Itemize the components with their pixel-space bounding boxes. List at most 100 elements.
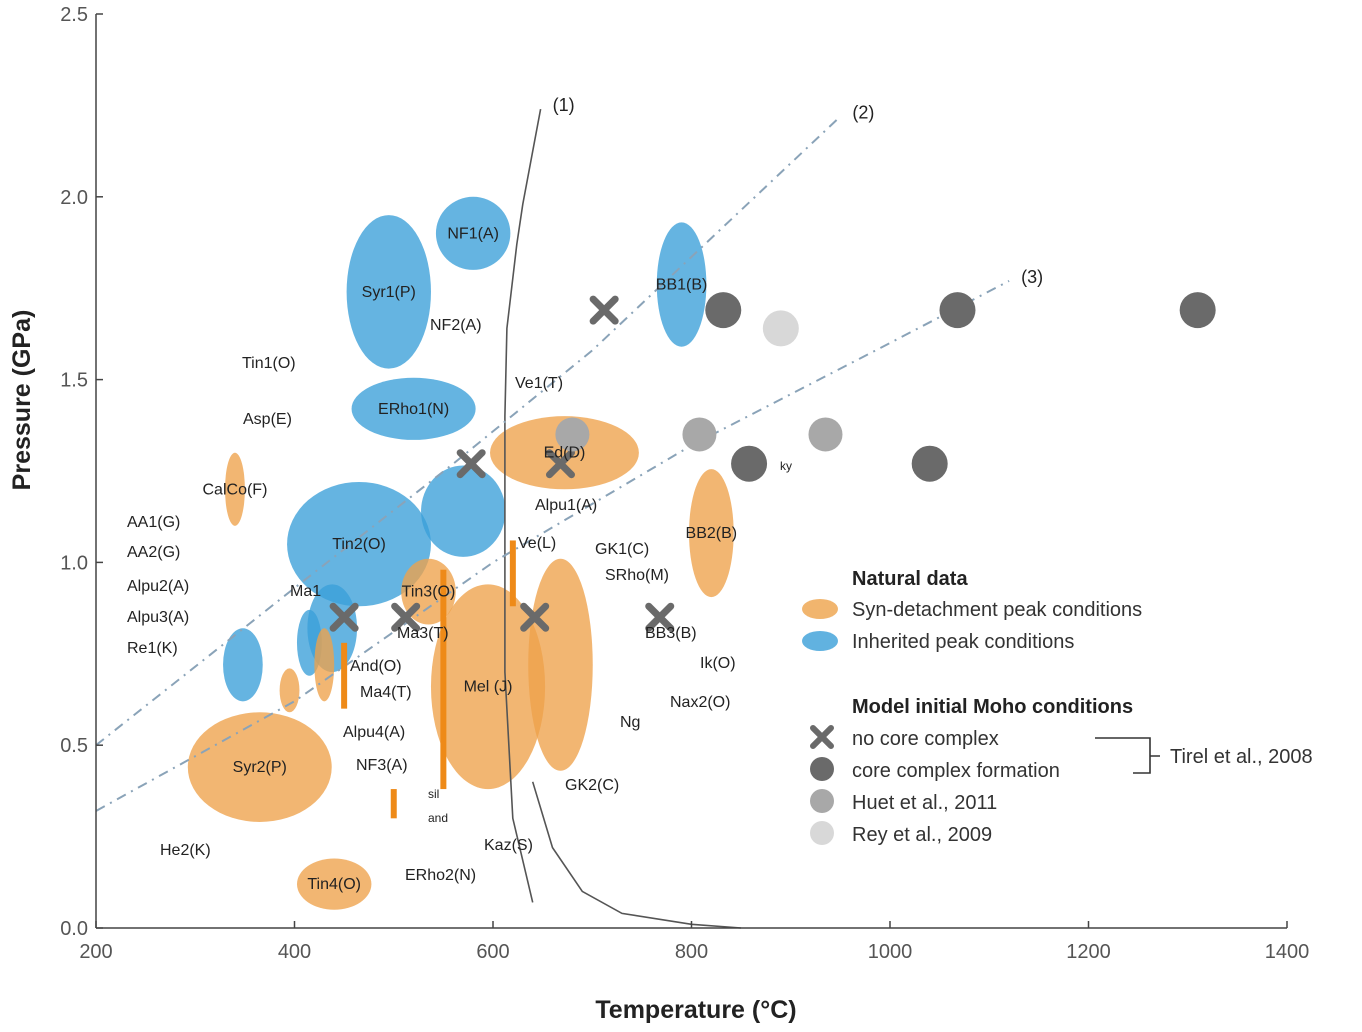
curve-2 [95, 280, 1010, 812]
locality-label-11: Alpu3(A) [127, 609, 189, 626]
region-label-layer: Syr1(P) NF1(A) BB1(B) ERho1(N) Tin2(O) Ed(D) B… [127, 225, 792, 893]
inherited-region-label-4: Tin2(O) [332, 536, 386, 553]
syn-region-4 [430, 584, 546, 790]
model-point-13 [808, 417, 843, 452]
range-bar-1 [440, 569, 447, 790]
model-point-9 [1179, 292, 1216, 329]
inherited-region-3 [351, 377, 476, 440]
syn-region-5 [528, 558, 593, 771]
legend-rey-label: Rey et al., 2009 [852, 824, 992, 846]
syn-region-0 [490, 416, 639, 490]
legend-core-label: core complex formation [852, 760, 1060, 782]
locality-label-29: and [428, 811, 448, 825]
locality-label-24: Ma3(T) [397, 625, 449, 642]
locality-label-28: sil [428, 787, 439, 801]
x-tick-label-0: 200 [79, 941, 112, 963]
y-axis-title: Pressure (GPa) [8, 310, 36, 491]
curve-0 [504, 108, 542, 903]
syn-region-1 [689, 469, 734, 598]
cross-stroke-b [391, 602, 421, 632]
locality-label-26: BB3(B) [645, 625, 697, 642]
legend-tirel-bracket [1095, 737, 1160, 774]
curve-1 [95, 115, 842, 746]
cross-stroke-b [329, 602, 359, 632]
model-point-11 [911, 445, 948, 482]
locality-label-23: Ng [620, 714, 640, 731]
inherited-region-7 [223, 628, 263, 702]
y-tick-label-4: 2.0 [60, 187, 88, 209]
x-tick-label-3: 800 [675, 941, 708, 963]
syn-region-label-3: Tin3(O) [402, 584, 456, 601]
legend-model-heading: Model initial Moho conditions [852, 696, 1133, 718]
y-tick-label-0: 0.0 [60, 918, 88, 940]
locality-label-21: Ik(O) [700, 655, 736, 672]
model-point-12 [682, 417, 717, 452]
locality-label-19: Kaz(S) [484, 837, 533, 854]
x-axis-title: Temperature (°C) [595, 996, 796, 1024]
locality-label-25: Ma1 [290, 583, 321, 600]
y-tick-label-5: 2.5 [60, 4, 88, 26]
legend-tirel-label: Tirel et al., 2008 [1170, 746, 1313, 768]
syn-region-7 [279, 668, 300, 713]
model-point-cross-4 [545, 449, 575, 479]
legend-natural-heading: Natural data [852, 568, 968, 590]
inherited-region-label-3: ERho1(N) [378, 401, 449, 418]
model-point-layer [329, 292, 1216, 632]
syn-region-label-8: Syr2(P) [233, 759, 287, 776]
range-bar-2 [509, 540, 516, 607]
y-tick-label-1: 0.5 [60, 735, 88, 757]
legend-inherited-swatch [802, 631, 838, 651]
syn-region-label-9: Tin4(O) [307, 876, 361, 893]
range-bar-3 [390, 789, 397, 819]
model-point-cross-2 [520, 602, 550, 632]
locality-label-7: SRho(M) [605, 567, 669, 584]
inherited-region-1 [435, 196, 511, 270]
model-point-cross-3 [456, 449, 486, 479]
locality-label-3: Tin1(O) [242, 355, 296, 372]
model-point-14 [555, 417, 590, 452]
locality-label-27: ky [780, 459, 792, 473]
legend-syn-label: Syn-detachment peak conditions [852, 599, 1142, 621]
model-point-cross-1 [329, 602, 359, 632]
model-point-8 [939, 292, 976, 329]
x-tick-label-6: 1400 [1265, 941, 1310, 963]
locality-label-8: AA1(G) [127, 514, 180, 531]
inherited-region-5 [421, 465, 506, 557]
curve-label-2: (3) [1021, 267, 1043, 287]
x-tick-label-5: 1200 [1066, 941, 1111, 963]
syn-region-6 [314, 628, 335, 702]
syn-region-label-1: BB2(B) [686, 525, 738, 542]
cross-stroke-b [589, 295, 619, 325]
cross-stroke-b [645, 602, 675, 632]
inherited-region-label-0: Syr1(P) [362, 284, 416, 301]
legend: Natural data Syn-detachment peak conditi… [802, 568, 1313, 846]
syn-region-label-2: CalCo(F) [203, 481, 268, 498]
locality-label-20: GK2(C) [565, 777, 619, 794]
legend-inherited-label: Inherited peak conditions [852, 631, 1074, 653]
locality-label-1: Asp(E) [243, 411, 292, 428]
legend-rey-swatch [810, 821, 834, 845]
locality-label-10: Alpu2(A) [127, 578, 189, 595]
model-point-cross-6 [645, 602, 675, 632]
y-tick-label-3: 1.5 [60, 370, 88, 392]
syn-region-label-4: Mel (J) [464, 679, 513, 696]
locality-label-14: Ma4(T) [360, 684, 412, 701]
curve-3 [531, 781, 742, 929]
legend-huet-swatch [810, 789, 834, 813]
locality-label-17: He2(K) [160, 842, 211, 859]
locality-label-22: Nax2(O) [670, 694, 730, 711]
inherited-region-label-1: NF1(A) [447, 225, 499, 242]
locality-label-9: AA2(G) [127, 544, 180, 561]
inherited-region-4 [287, 481, 431, 607]
curve-label-1: (2) [852, 102, 874, 122]
cross-stroke-b [456, 449, 486, 479]
range-bar-0 [341, 642, 348, 709]
locality-label-4: Alpu1(A) [535, 497, 597, 514]
legend-no-core-label: no core complex [852, 728, 999, 750]
axes: 200 400 600 800 1000 1200 1400 0.0 0.5 1.0 1.5 2.0 2… [60, 4, 1309, 963]
y-tick-label-2: 1.0 [60, 552, 88, 574]
syn-region-2 [225, 452, 245, 526]
syn-region-label-0: Ed(D) [544, 445, 586, 462]
legend-no-core-swatch [810, 725, 834, 749]
